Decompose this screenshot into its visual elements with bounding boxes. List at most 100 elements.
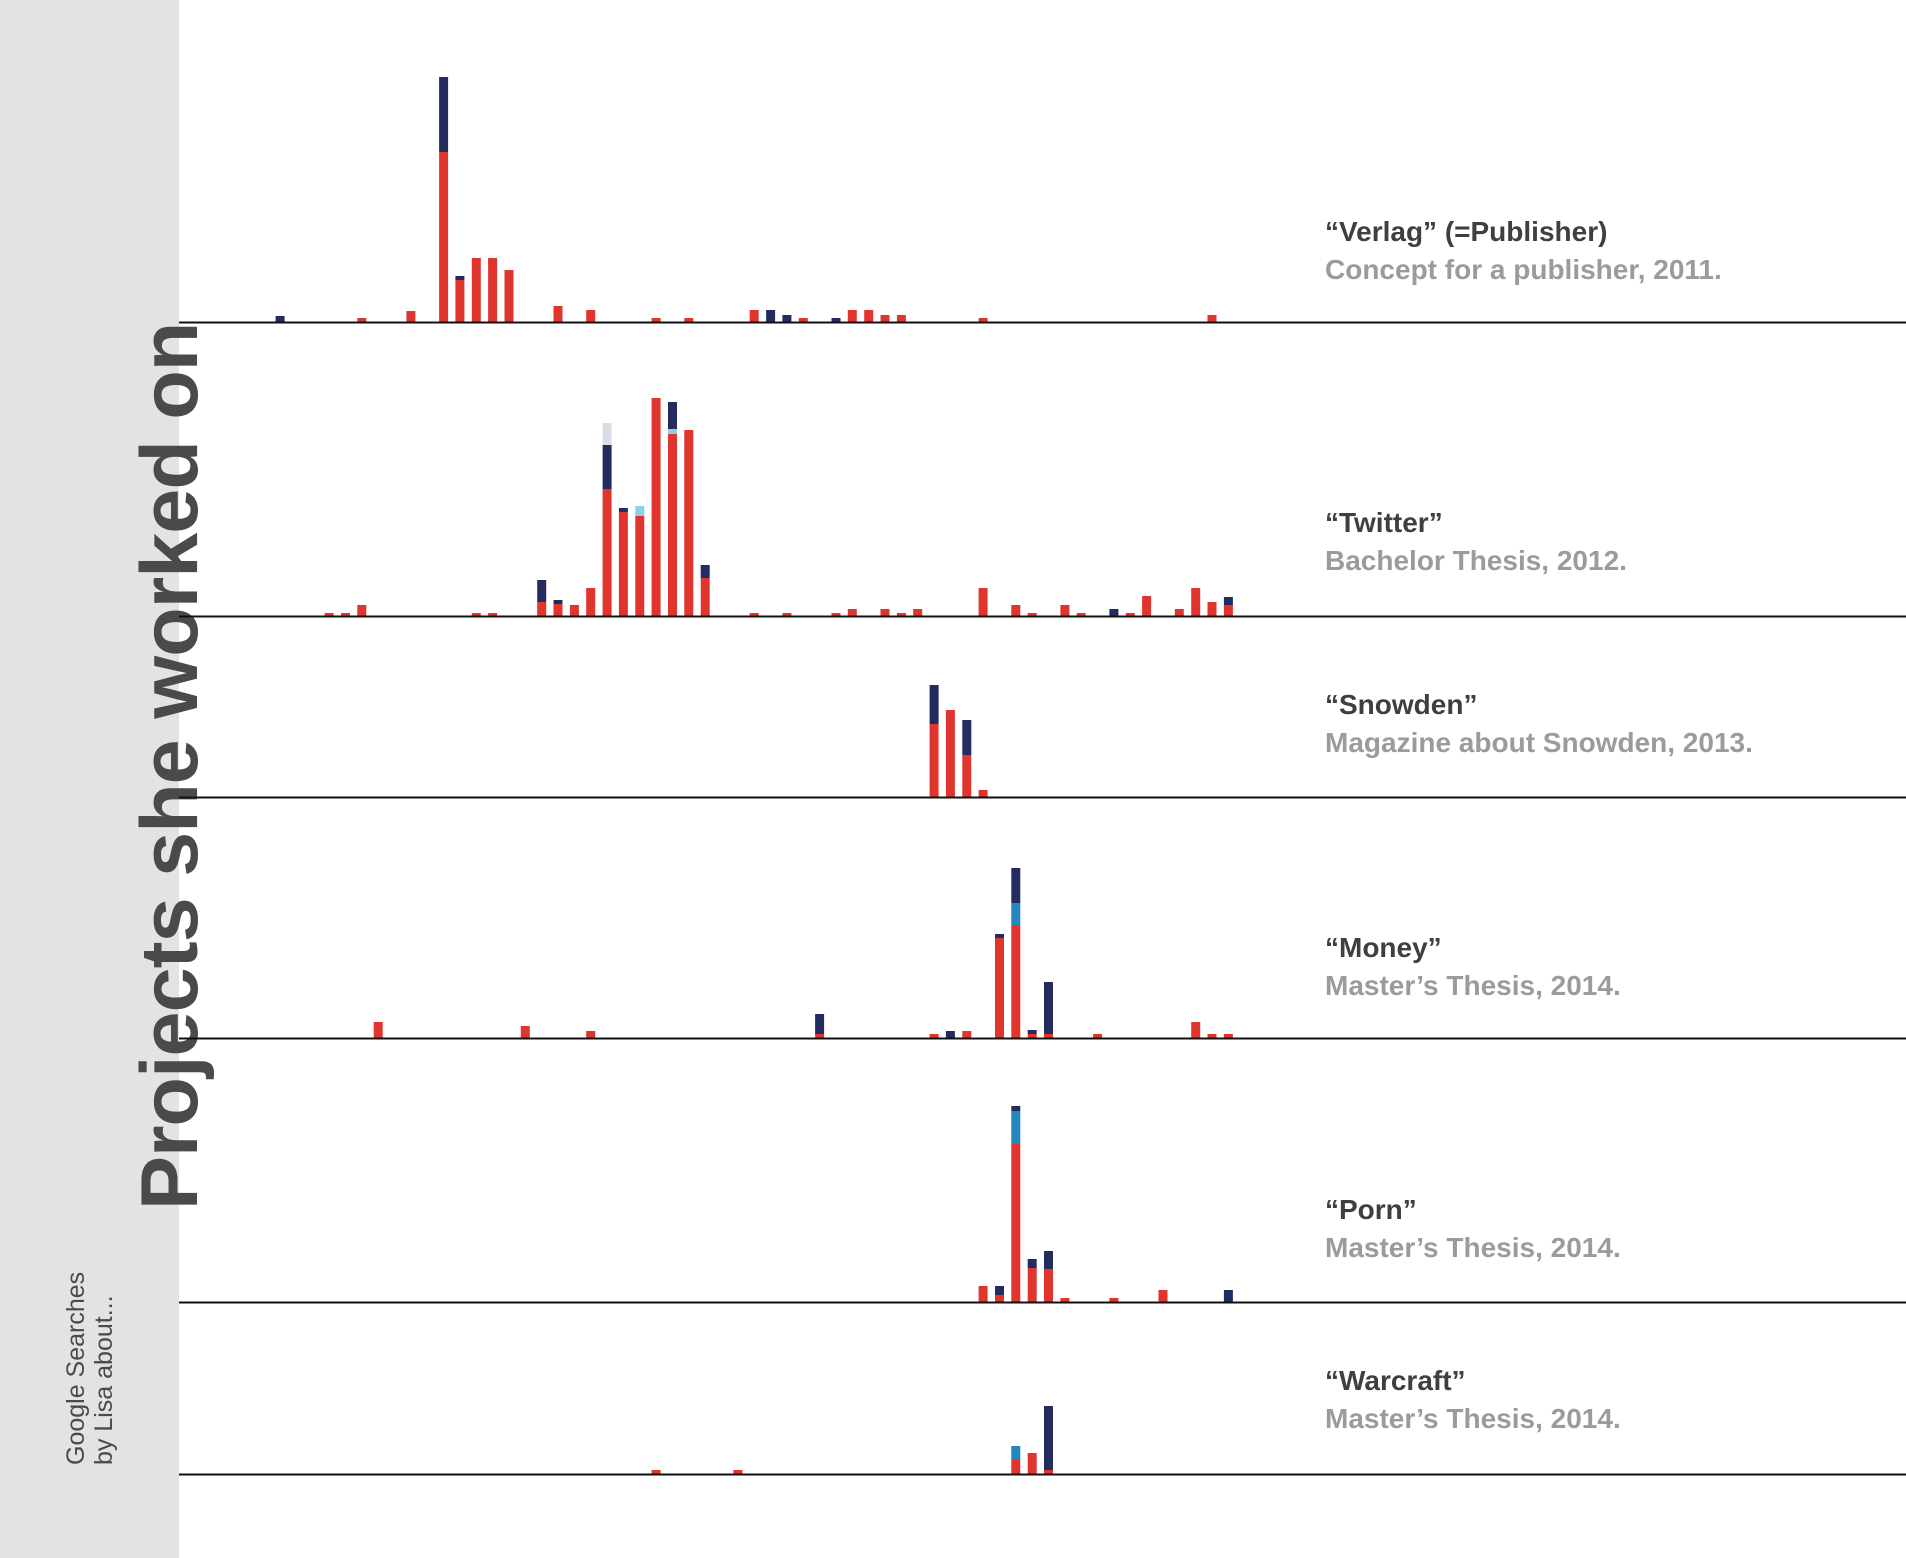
bar-segment-navy [1044,982,1053,1034]
bar-segment-blue [1011,903,1021,926]
bar-segment-pale [602,423,612,445]
panel-1 [179,77,1906,324]
bar-segment-red [1044,1470,1053,1474]
bar-segment-red [1191,588,1201,616]
bar-segment-navy [995,934,1004,938]
bar-segment-red [569,605,579,616]
bar-segment-red [1076,613,1086,616]
bar-segment-red [1060,605,1070,616]
panel-title: “Money” [1325,932,1442,963]
bar-segment-lightblue [635,506,645,516]
sidebar-subtitle-line2: by Lisa about... [90,1295,118,1465]
bar-segment-red [1142,596,1152,616]
bar-segment-red [586,1031,596,1038]
bar-segment-red [1207,315,1217,322]
bar-segment-red [373,1022,383,1038]
panel-subtitle: Concept for a publisher, 2011. [1325,254,1722,285]
bar-segment-red [1027,613,1037,616]
bar-segment-red [782,613,792,616]
panel-subtitle: Master’s Thesis, 2014. [1325,970,1621,1001]
panel-label: “Porn” Master’s Thesis, 2014. [1325,1191,1621,1267]
panel-subtitle: Bachelor Thesis, 2012. [1325,545,1627,576]
bar-segment-red [880,609,890,616]
bar-segment-red [324,613,334,616]
panel-subtitle: Magazine about Snowden, 2013. [1325,727,1753,758]
bar-segment-red [945,710,955,797]
panel-6 [179,1406,1906,1476]
panel-title: “Verlag” (=Publisher) [1325,216,1608,247]
bar-segment-red [749,613,759,616]
sidebar: Projects she worked on Google Searches b… [0,0,215,1558]
bar-segment-red [896,613,906,616]
bar-segment-red [700,578,710,616]
bar-segment-navy [602,445,612,489]
bar-segment-red [1044,1034,1053,1038]
bar-segment-red [1044,1269,1053,1302]
bar-segment-navy [537,580,547,602]
bar-segment-navy [1011,1106,1021,1111]
panel-label: “Twitter” Bachelor Thesis, 2012. [1325,504,1627,580]
bar-segment-navy [945,1031,955,1038]
panel-2 [179,398,1906,618]
bar-segment-red [1174,609,1184,616]
bar-segment-navy [1044,1406,1053,1470]
bar-segment-navy [553,600,563,604]
bar-segment-red [651,1470,661,1474]
bar-segment-red [995,1295,1004,1302]
bar-segment-red [537,602,547,616]
bar-segment-navy [1223,597,1233,605]
panel-4 [179,868,1906,1040]
bar-segment-red [471,613,481,616]
bar-segment-red [1223,1034,1233,1038]
panel-title: “Porn” [1325,1194,1417,1225]
bar-segment-navy [1044,1251,1053,1269]
bar-segment-navy [439,77,449,152]
bar-segment-red [635,516,645,616]
bar-segment-red [1158,1290,1168,1302]
bar-segment-navy [700,565,710,578]
bar-segment-red [962,755,972,797]
bar-segment-red [1093,1034,1103,1038]
panel-title: “Snowden” [1325,689,1478,720]
bar-segment-red [651,318,661,322]
bar-segment-red [847,310,857,322]
panel-label: “Money” Master’s Thesis, 2014. [1325,929,1621,1005]
bar-segment-red [1207,1034,1217,1038]
bar-segment-red [1109,1298,1119,1302]
bar-segment-red [553,306,563,322]
bar-segment-red [978,790,988,797]
bar-segment-red [978,588,988,616]
bar-segment-navy [995,1286,1004,1295]
bar-segment-red [488,613,498,616]
bar-segment-red [978,318,988,322]
bar-segment-navy [1011,868,1021,903]
panel-label: “Warcraft” Master’s Thesis, 2014. [1325,1362,1621,1438]
bar-segment-red [896,315,906,322]
bar-segment-red [1011,605,1021,616]
bar-segment-navy [782,315,792,322]
bar-segment-red [978,1286,988,1302]
bar-segment-red [962,1031,972,1038]
panel-subtitle: Master’s Thesis, 2014. [1325,1403,1621,1434]
bar-segment-red [602,489,612,616]
bar-segment-red [488,258,498,322]
panel-3 [179,685,1906,799]
bar-segment-red [847,609,857,616]
panel-title: “Twitter” [1325,507,1443,538]
bar-segment-red [504,270,514,322]
panel-5 [179,1106,1906,1304]
bar-chart [179,77,1906,1476]
bar-segment-navy [1223,1290,1233,1302]
bar-segment-red [684,430,694,616]
bar-segment-lightblue [668,429,677,434]
bar-segment-red [1207,602,1217,616]
bar-segment-red [733,1470,743,1474]
bar-segment-red [586,310,596,322]
bar-segment-red [815,1034,825,1038]
bar-segment-red [1011,926,1021,1038]
bar-segment-navy [831,318,841,322]
bar-segment-red [929,724,939,797]
bar-segment-red [553,604,563,616]
bar-segment-navy [962,720,972,755]
bar-segment-red [995,938,1004,1038]
